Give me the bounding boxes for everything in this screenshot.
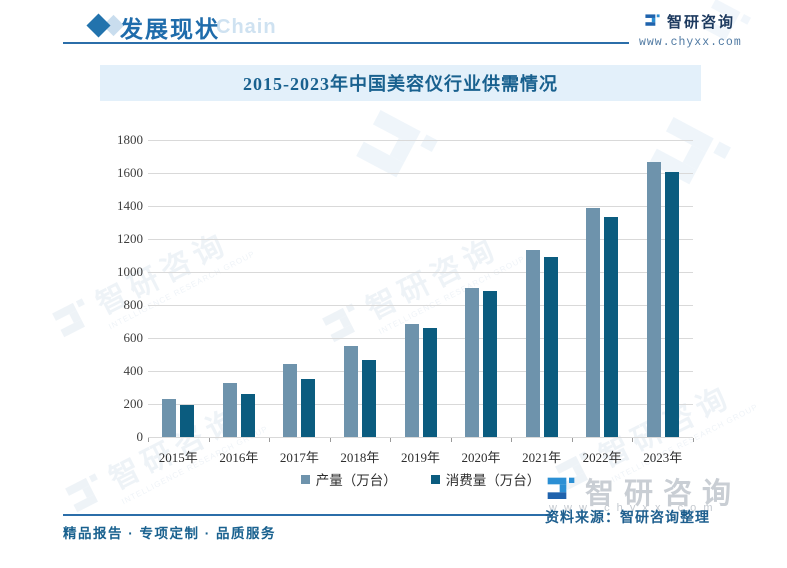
x-axis-tick [450,438,452,442]
header-ghost-text: Chain [216,16,277,38]
gridline-600 [148,338,693,339]
bar-production-2022年 [586,208,601,437]
bar-production-2016年 [222,382,237,437]
bar-production-2020年 [465,288,480,437]
y-axis-label-1400: 1400 [117,198,143,213]
bar-consumption-2023年 [664,172,679,437]
legend-label: 消费量（万台） [445,473,541,488]
gridline-200 [148,404,693,405]
header-diamond-icon [86,13,111,38]
bar-consumption-2016年 [240,393,255,437]
legend-swatch-icon [430,474,440,484]
x-axis-tick [148,438,149,442]
y-axis-label-1600: 1600 [117,165,143,180]
bar-consumption-2020年 [483,291,498,437]
y-axis-label-1200: 1200 [117,231,143,246]
bar-production-2021年 [525,250,540,437]
x-axis-label-2017年: 2017年 [279,450,319,465]
zhiyan-logo[interactable]: 智研咨询 [644,11,735,32]
footer-divider [63,514,553,516]
gridline-0 [148,437,693,438]
gridline-1600 [148,173,693,174]
x-axis-tick [511,438,513,442]
x-axis-tick [390,438,392,442]
y-axis-label-600: 600 [123,330,144,345]
x-axis-tick [632,438,634,442]
x-axis-label-2015年: 2015年 [158,450,198,465]
legend-swatch-icon [300,474,310,484]
watermark: 智研咨询 INTELLIGENCE RESEARCH GROUP [44,210,257,353]
bar-consumption-2021年 [543,256,558,437]
gridline-400 [148,371,693,372]
y-axis-label-1800: 1800 [117,132,143,147]
x-axis-tick [571,438,573,442]
page-title: 发展现状 [120,17,220,42]
x-axis-label-2020年: 2020年 [461,450,501,465]
y-axis-label-400: 400 [123,363,144,378]
zhiyan-logo-icon [321,302,355,342]
zhiyan-logo-icon [547,477,575,499]
x-axis-label-2022年: 2022年 [582,450,622,465]
zhiyan-logo-icon [645,14,660,26]
zhiyan-logo-gray: 智研咨询 [545,470,741,512]
legend-item-production: 产量（万台） [300,469,397,489]
zhiyan-logo-gray-name: 智研咨询 [585,478,742,510]
y-axis-label-800: 800 [123,297,144,312]
zhiyan-logo-watermark-icon [356,110,438,178]
bar-consumption-2022年 [604,216,619,437]
legend-item-consumption: 消费量（万台） [430,469,541,489]
legend-label: 产量（万台） [315,473,397,488]
zhiyan-logo-icon [51,297,85,337]
y-axis-label-0: 0 [136,429,144,444]
chart-legend: 产量（万台） 消费量（万台） [148,469,693,489]
footer-tagline: 精品报告 · 专项定制 · 品质服务 [63,526,276,541]
x-axis-label-2021年: 2021年 [522,450,562,465]
x-axis-label-2019年: 2019年 [400,450,440,465]
gridline-1000 [148,272,693,273]
gridline-1200 [148,239,693,240]
x-axis-label-2018年: 2018年 [340,450,380,465]
bar-consumption-2017年 [301,378,316,437]
data-source-note: 资料来源：智研咨询整理 [545,509,710,525]
y-axis-label-200: 200 [123,396,144,411]
bar-consumption-2019年 [422,328,437,437]
chart-title: 2015-2023年中国美容仪行业供需情况 [243,74,558,94]
gridline-1800 [148,140,693,141]
x-axis-tick [693,438,694,442]
bar-production-2015年 [162,398,177,437]
bar-production-2019年 [404,323,419,437]
x-axis-label-2023年: 2023年 [643,450,683,465]
header-divider [63,42,629,44]
x-axis-tick [208,438,210,442]
bar-consumption-2015年 [180,405,195,437]
x-axis-tick [329,438,331,442]
x-axis-tick [269,438,271,442]
site-url[interactable]: www.chyxx.com [639,36,742,49]
gridline-800 [148,305,693,306]
bar-production-2023年 [646,161,661,437]
chart-title-banner: 2015-2023年中国美容仪行业供需情况 [100,65,701,101]
site-url-gray: w w w . c h y x x . c o m [549,502,715,514]
y-axis-label-1000: 1000 [117,264,143,279]
gridline-1400 [148,206,693,207]
bar-production-2018年 [343,345,358,437]
x-axis-label-2016年: 2016年 [219,450,259,465]
bar-production-2017年 [283,364,298,437]
zhiyan-logo-name: 智研咨询 [667,14,736,31]
bar-consumption-2018年 [361,359,376,437]
